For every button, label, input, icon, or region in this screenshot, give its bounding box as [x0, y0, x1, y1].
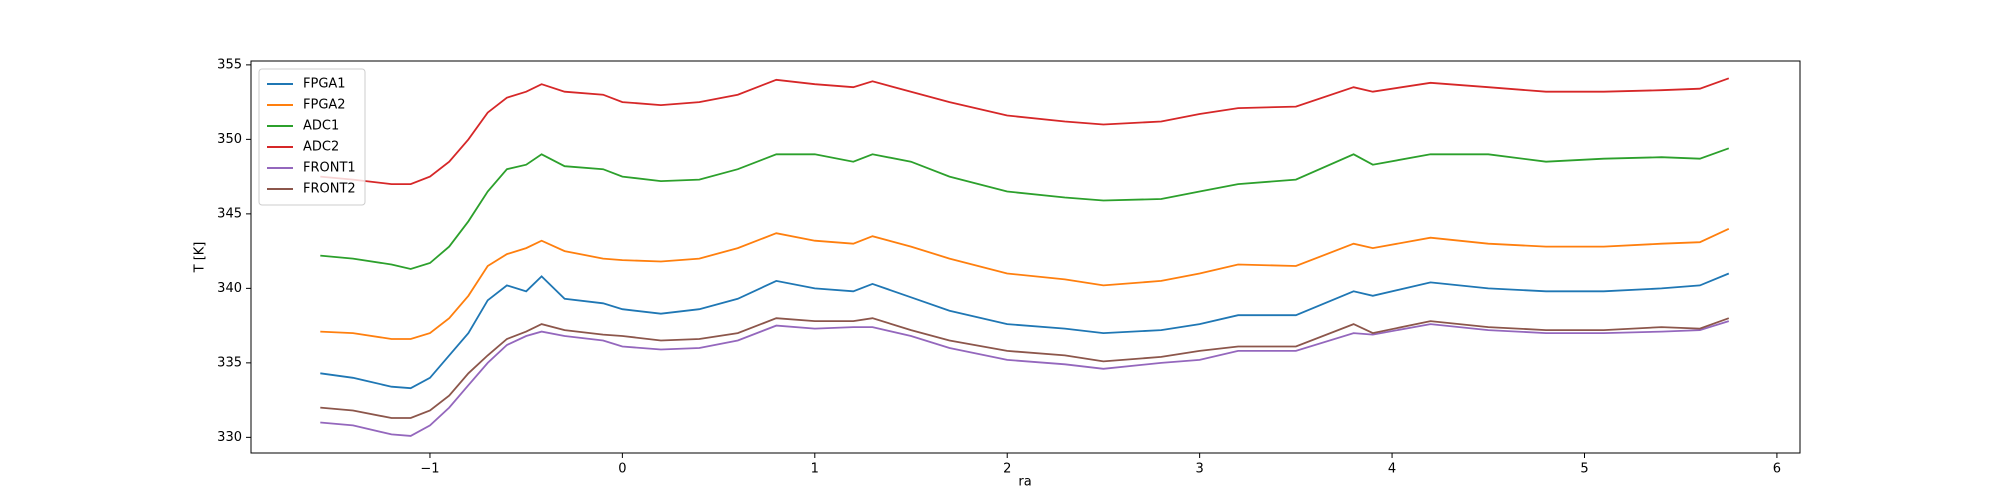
- x-tick-label: 3: [1196, 462, 1204, 477]
- series-line: [320, 227, 1730, 340]
- y-tick-label: 330: [217, 430, 242, 445]
- x-tick-label: −1: [420, 462, 439, 477]
- x-tick-label: 6: [1773, 462, 1781, 477]
- y-tick-label: 350: [217, 132, 242, 147]
- legend-label: FPGA1: [303, 77, 346, 92]
- legend-label: ADC2: [303, 140, 339, 155]
- legend-label: FPGA2: [303, 98, 346, 113]
- legend-box: [258, 68, 366, 206]
- series-line: [320, 320, 1730, 437]
- legend: FPGA1 FPGA2 ADC1 ADC2 FRONT1 FRONT2: [258, 68, 366, 206]
- x-tick-label: 1: [811, 462, 819, 477]
- x-tick-label: 5: [1580, 462, 1588, 477]
- legend-label: ADC1: [303, 119, 339, 134]
- y-axis-label: T [K]: [193, 242, 208, 274]
- x-tick-label: 2: [1003, 462, 1011, 477]
- series-line: [320, 77, 1730, 185]
- x-axis-label: ra: [1018, 475, 1031, 490]
- series-line: [320, 272, 1730, 390]
- y-tick-label: 340: [217, 281, 242, 296]
- series-line: [320, 147, 1730, 270]
- legend-label: FRONT2: [303, 182, 356, 197]
- legend-label: FRONT1: [303, 161, 356, 176]
- x-tick-label: 4: [1388, 462, 1396, 477]
- y-tick-label: 355: [217, 57, 242, 72]
- y-tick-label: 335: [217, 355, 242, 370]
- plot-frame: [250, 60, 1801, 454]
- series-line: [320, 317, 1730, 419]
- y-tick-label: 345: [217, 206, 242, 221]
- x-tick-label: 0: [618, 462, 626, 477]
